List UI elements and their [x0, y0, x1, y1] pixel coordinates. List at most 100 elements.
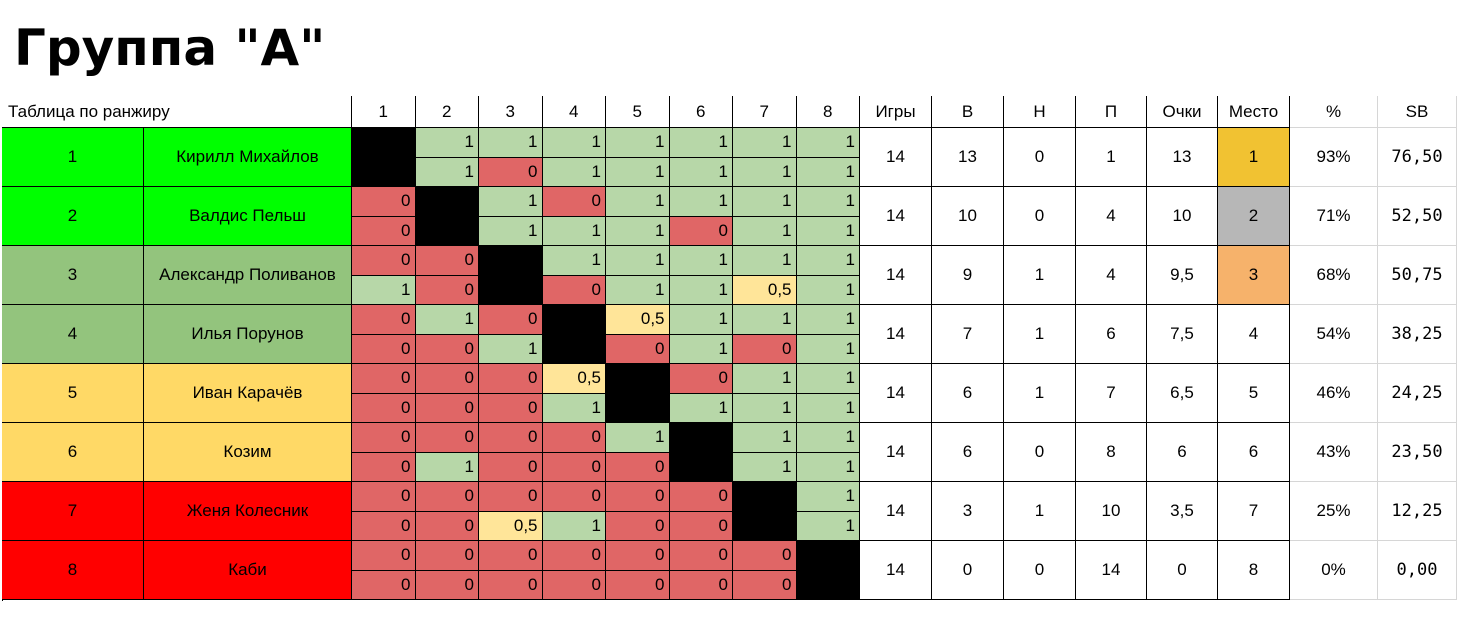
result-cell: 0	[352, 216, 416, 246]
stat-losses: 4	[1076, 187, 1147, 246]
stat-draws: 1	[1004, 482, 1076, 541]
stat-games: 14	[860, 482, 932, 541]
stat-draws: 0	[1004, 423, 1076, 482]
result-cell: 0	[669, 364, 733, 394]
result-cell: 1	[796, 482, 860, 512]
result-cell: 1	[415, 157, 479, 187]
stat-losses: 10	[1076, 482, 1147, 541]
result-cell: 0	[606, 482, 670, 512]
result-cell: 1	[733, 393, 797, 423]
result-cell: 0,5	[733, 275, 797, 305]
header-col-1: 1	[352, 96, 416, 128]
self-cell	[796, 541, 860, 600]
stat-losses: 7	[1076, 364, 1147, 423]
result-cell: 1	[669, 305, 733, 335]
stat-points: 10	[1147, 187, 1218, 246]
self-cell	[352, 128, 416, 187]
row-rank: 5	[2, 364, 144, 423]
header-col-4: 4	[542, 96, 606, 128]
stat-games: 14	[860, 187, 932, 246]
stat-wins: 6	[932, 423, 1004, 482]
result-cell: 0	[542, 570, 606, 600]
stat-games: 14	[860, 128, 932, 187]
stat-sb: 38,25	[1378, 305, 1457, 364]
result-cell: 1	[796, 157, 860, 187]
header-col-7: 7	[733, 96, 797, 128]
stat-draws: 1	[1004, 364, 1076, 423]
stat-place: 8	[1218, 541, 1290, 600]
header-col-5: 5	[606, 96, 670, 128]
result-cell: 0	[733, 334, 797, 364]
stat-place: 5	[1218, 364, 1290, 423]
stat-place: 4	[1218, 305, 1290, 364]
stat-percent: 93%	[1290, 128, 1378, 187]
result-cell: 0	[479, 570, 543, 600]
result-cell: 1	[542, 393, 606, 423]
stat-losses: 14	[1076, 541, 1147, 600]
player-name: Иван Карачёв	[144, 364, 352, 423]
player-name: Илья Порунов	[144, 305, 352, 364]
result-cell: 0	[542, 452, 606, 482]
row-rank: 4	[2, 305, 144, 364]
result-cell: 0	[479, 393, 543, 423]
self-cell	[733, 482, 797, 541]
stat-sb: 12,25	[1378, 482, 1457, 541]
player-name: Женя Колесник	[144, 482, 352, 541]
result-cell: 1	[415, 128, 479, 158]
result-cell: 1	[479, 216, 543, 246]
player-name: Валдис Пельш	[144, 187, 352, 246]
stat-place: 2	[1218, 187, 1290, 246]
stat-wins: 7	[932, 305, 1004, 364]
stat-percent: 0%	[1290, 541, 1378, 600]
result-cell: 1	[606, 216, 670, 246]
stat-wins: 0	[932, 541, 1004, 600]
stat-draws: 1	[1004, 305, 1076, 364]
result-cell: 0	[733, 541, 797, 571]
header-wins: В	[932, 96, 1004, 128]
row-rank: 8	[2, 541, 144, 600]
result-cell: 1	[606, 275, 670, 305]
result-cell: 0,5	[542, 364, 606, 394]
result-cell: 0	[542, 541, 606, 571]
result-cell: 1	[415, 452, 479, 482]
result-cell: 1	[733, 187, 797, 217]
stat-percent: 68%	[1290, 246, 1378, 305]
stat-draws: 0	[1004, 541, 1076, 600]
stat-points: 6	[1147, 423, 1218, 482]
self-cell	[542, 305, 606, 364]
player-name: Кирилл Михайлов	[144, 128, 352, 187]
result-cell: 1	[796, 275, 860, 305]
stat-losses: 4	[1076, 246, 1147, 305]
result-cell: 0	[606, 570, 670, 600]
result-cell: 1	[542, 246, 606, 276]
header-games: Игры	[860, 96, 932, 128]
stat-percent: 54%	[1290, 305, 1378, 364]
result-cell: 0	[542, 482, 606, 512]
player-name: Козим	[144, 423, 352, 482]
result-cell: 0	[479, 157, 543, 187]
result-cell: 1	[733, 423, 797, 453]
stat-place: 1	[1218, 128, 1290, 187]
player-name: Каби	[144, 541, 352, 600]
result-cell: 1	[796, 452, 860, 482]
result-cell: 0	[415, 275, 479, 305]
row-rank: 7	[2, 482, 144, 541]
stat-games: 14	[860, 423, 932, 482]
stat-points: 3,5	[1147, 482, 1218, 541]
stat-place: 6	[1218, 423, 1290, 482]
result-cell: 1	[796, 128, 860, 158]
stat-games: 14	[860, 541, 932, 600]
result-cell: 1	[796, 393, 860, 423]
result-cell: 1	[733, 305, 797, 335]
stat-wins: 9	[932, 246, 1004, 305]
result-cell: 1	[479, 334, 543, 364]
stat-games: 14	[860, 364, 932, 423]
result-cell: 0	[352, 187, 416, 217]
result-cell: 0	[542, 423, 606, 453]
result-cell: 0	[669, 216, 733, 246]
result-cell: 0	[669, 570, 733, 600]
stat-points: 7,5	[1147, 305, 1218, 364]
result-cell: 1	[796, 246, 860, 276]
result-cell: 0	[352, 305, 416, 335]
self-cell	[606, 364, 670, 423]
